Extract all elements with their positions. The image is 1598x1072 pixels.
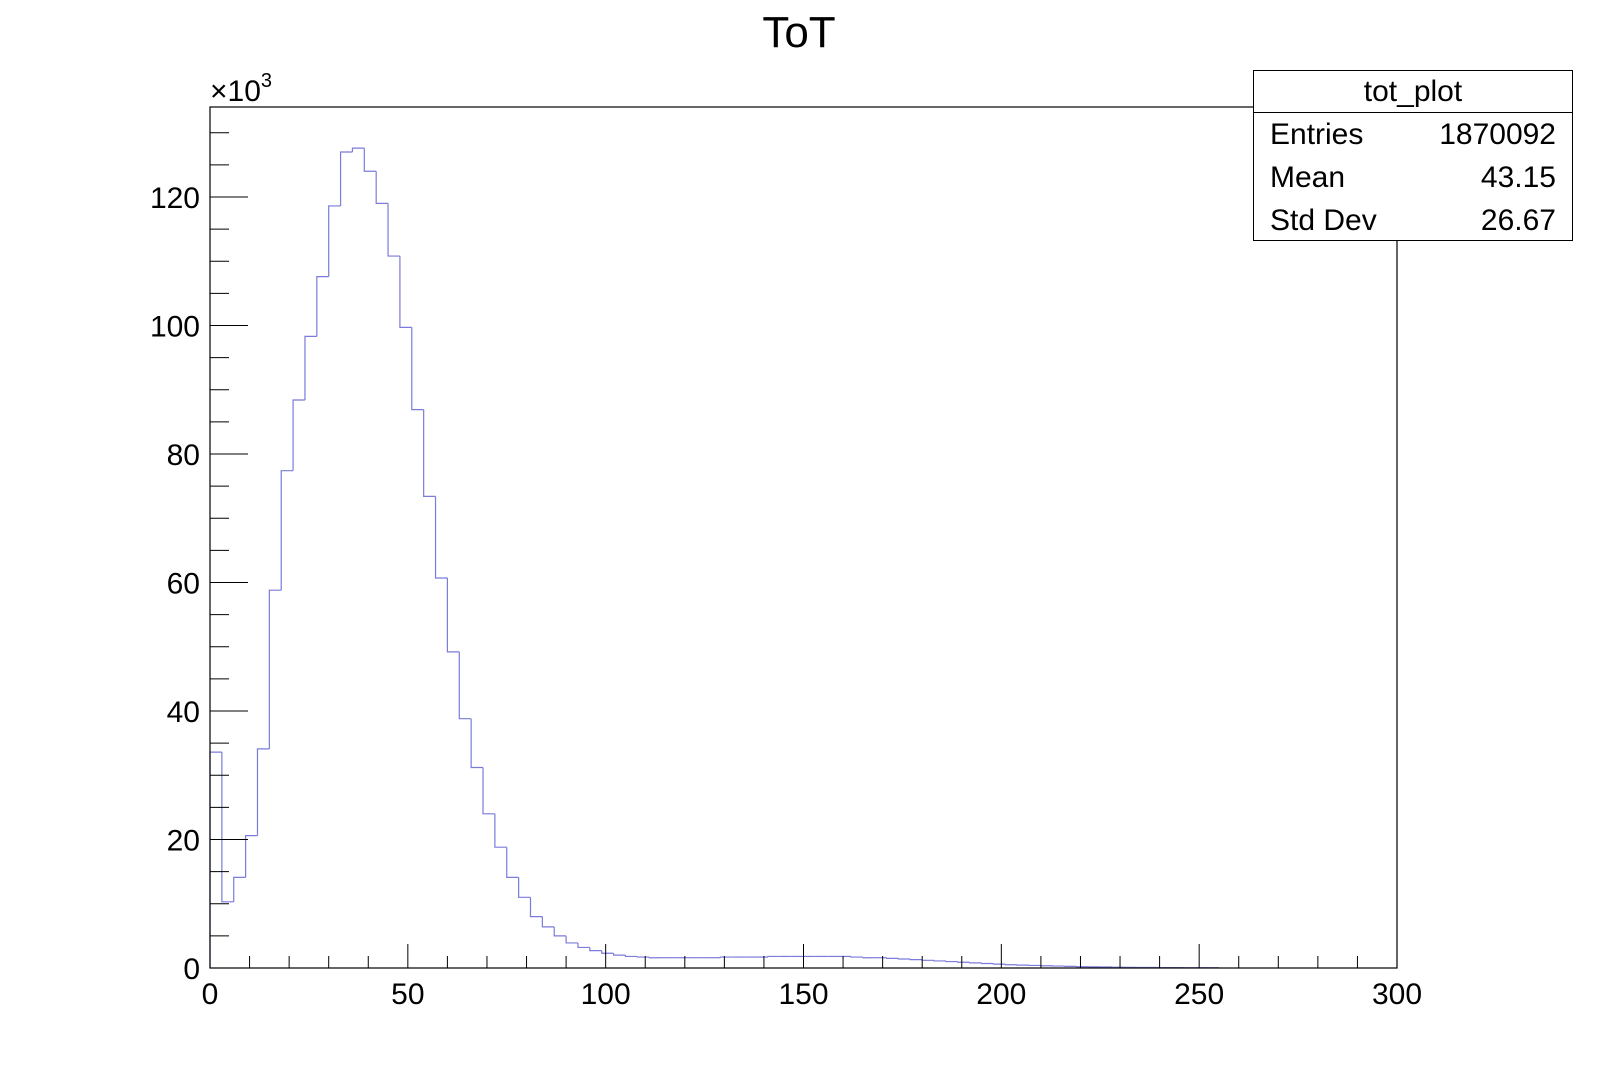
y-tick-label: 80 (167, 439, 200, 472)
histogram-bin (636, 956, 650, 958)
chart-title: ToT (762, 8, 836, 57)
histogram-bin (458, 651, 472, 720)
histogram-bin (387, 203, 400, 257)
histogram-bin (992, 963, 1006, 965)
histogram-bin (518, 877, 531, 898)
y-tick-label: 120 (150, 182, 200, 215)
stats-row-mean: Mean 43.15 (1254, 156, 1572, 199)
histogram-bin (577, 942, 590, 949)
histogram-bin (470, 718, 484, 769)
stats-value: 1870092 (1439, 118, 1556, 151)
histogram-bin (434, 496, 448, 579)
axes: 0 50 100 150 200 250 300 0 20 40 60 80 100 120 (150, 132, 1422, 1011)
x-tick-label: 250 (1174, 978, 1224, 1011)
histogram-bin (933, 960, 946, 962)
histogram-bin (969, 962, 982, 964)
histogram-bin (268, 589, 282, 749)
stats-box: tot_plot Entries 1870092 Mean 43.15 Std … (1253, 70, 1573, 241)
histogram-bin (767, 955, 780, 958)
histogram-bin (363, 148, 377, 172)
histogram-bin (280, 470, 294, 591)
stats-label: Std Dev (1270, 204, 1377, 237)
histogram-bin (945, 960, 958, 963)
histogram-bin (529, 897, 543, 918)
histogram-bin (897, 958, 911, 960)
histogram-bin (494, 813, 507, 848)
y-tick-label: 60 (167, 567, 200, 600)
stats-row-entries: Entries 1870092 (1254, 113, 1572, 156)
histogram-bin (446, 577, 460, 653)
histogram-bin (648, 957, 662, 959)
y-tick-label: 100 (150, 310, 200, 343)
plot-frame (209, 106, 1398, 969)
histogram-bin (233, 876, 246, 902)
histogram-bin (375, 171, 389, 204)
y-tick-label: 40 (167, 696, 200, 729)
x-tick-label: 200 (976, 978, 1026, 1011)
histogram-bin (482, 767, 495, 815)
histogram-bin (541, 916, 555, 928)
x-tick-label: 100 (581, 978, 631, 1011)
stats-row-std-dev: Std Dev 26.67 (1254, 199, 1572, 242)
histogram-bin (256, 748, 270, 836)
stats-label: Entries (1270, 118, 1364, 151)
histogram-bin (980, 962, 994, 965)
histogram-bin (565, 935, 578, 944)
histogram-bin (328, 205, 341, 277)
stats-value: 43.15 (1480, 161, 1556, 194)
x-tick-label: 0 (202, 978, 219, 1011)
histogram-bin (245, 835, 258, 878)
y-axis-multiplier: ×103 (210, 70, 272, 108)
histogram-bin (589, 947, 602, 952)
histogram-bin (612, 953, 626, 956)
y-tick-label: 20 (167, 824, 200, 857)
histogram-bin (862, 957, 875, 959)
histogram-bin (316, 276, 329, 337)
stats-value: 26.67 (1480, 204, 1556, 237)
x-tick-label: 300 (1372, 978, 1422, 1011)
histogram-bin (553, 926, 567, 937)
y-tick-label: 0 (183, 953, 200, 986)
x-tick-label: 150 (778, 978, 828, 1011)
histogram-bin (921, 959, 935, 961)
histogram-bin (1004, 964, 1018, 966)
histogram-bin (909, 959, 923, 961)
histogram-bin (292, 399, 305, 471)
histogram-bin (339, 151, 353, 206)
histogram-bin (957, 961, 970, 963)
histogram-bin (221, 752, 234, 903)
histogram-bin (304, 335, 317, 400)
x-tick-label: 50 (391, 978, 424, 1011)
histogram-bin (423, 409, 436, 497)
histogram-bin (885, 957, 899, 959)
stats-title: tot_plot (1254, 71, 1572, 113)
histogram-bin (719, 956, 733, 958)
stats-label: Mean (1270, 161, 1346, 194)
histogram-series (209, 147, 1219, 969)
histogram-bin (850, 956, 863, 958)
histogram-bin (601, 950, 614, 954)
histogram-bin (351, 147, 365, 152)
histogram-bin (506, 847, 519, 879)
histogram-bin (399, 256, 412, 328)
histogram-bin (411, 327, 424, 411)
histogram-bin (624, 955, 638, 958)
